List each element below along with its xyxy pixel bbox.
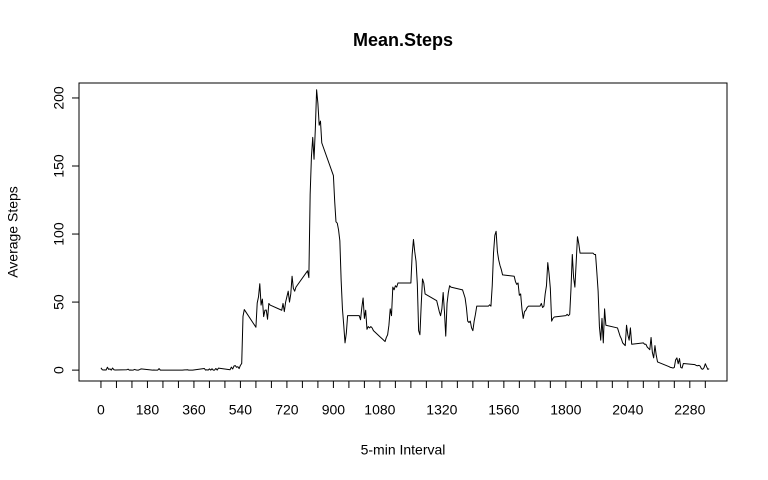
y-tick-label: 100 (51, 222, 67, 246)
x-tick-label: 180 (136, 402, 160, 418)
x-tick-label: 2040 (612, 402, 643, 418)
x-tick-label: 1800 (550, 402, 581, 418)
x-tick-label: 0 (97, 402, 105, 418)
chart-title: Mean.Steps (353, 30, 453, 50)
y-tick-label: 150 (51, 154, 67, 178)
data-line (100, 89, 710, 371)
y-tick-label: 200 (51, 86, 67, 110)
x-tick-label: 1560 (488, 402, 519, 418)
y-tick-label: 0 (51, 366, 67, 374)
y-tick-label: 50 (51, 294, 67, 310)
x-tick-label: 2280 (674, 402, 705, 418)
x-tick-label: 1320 (426, 402, 457, 418)
plot-frame (78, 82, 728, 382)
y-axis-label: Average Steps (5, 186, 21, 278)
x-axis-label: 5-min Interval (361, 442, 446, 458)
x-tick-label: 360 (182, 402, 206, 418)
x-tick-label: 720 (275, 402, 299, 418)
x-tick-label: 540 (229, 402, 253, 418)
x-tick-label: 900 (322, 402, 346, 418)
x-tick-label: 1080 (364, 402, 395, 418)
